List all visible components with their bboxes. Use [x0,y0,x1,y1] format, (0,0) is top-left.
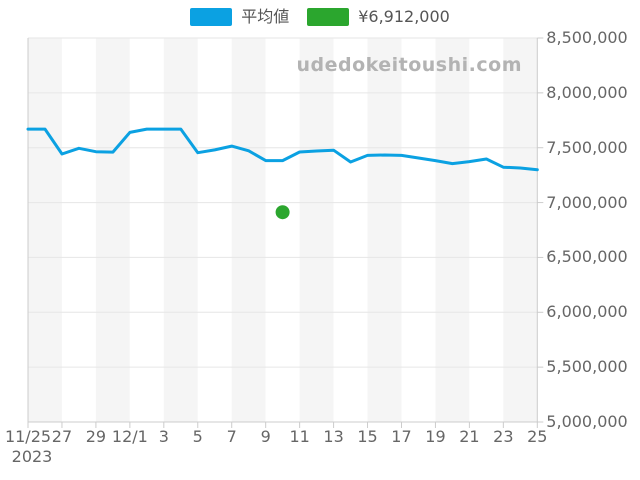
y-tick-label: 7,000,000 [546,192,628,212]
legend-label-sale-price: ¥6,912,000 [358,7,450,26]
x-tick-label: 21 [459,427,480,446]
y-tick-label: 7,500,000 [546,137,628,157]
y-tick-label: 5,000,000 [546,412,628,431]
watermark: udedokeitoushi.com [296,54,522,76]
x-tick-label: 3 [158,427,169,446]
y-tick-label: 8,000,000 [546,82,628,102]
legend-item-average[interactable]: 平均値 [190,8,289,26]
x-tick-label: 9 [260,427,271,446]
legend-item-sale-price[interactable]: ¥6,912,000 [307,8,450,26]
x-tick-label: 23 [493,427,514,446]
x-tick-label: 27 [51,427,73,446]
x-tick-label: 13 [323,427,344,446]
y-tick-label: 5,500,000 [546,357,628,377]
x-tick-label: 5 [192,427,203,446]
x-tick-label: 25 [527,427,548,446]
x-tick-label: 12/1 [111,427,148,446]
y-tick-label: 6,000,000 [546,302,628,322]
x-tick-label: 29 [85,427,107,446]
x-tick-label: 15 [357,427,378,446]
chart-legend: 平均値 ¥6,912,000 [0,6,640,28]
x-tick-label: 11 [289,427,310,446]
y-tick-label: 6,500,000 [546,247,628,267]
x-tick-label: 7 [226,427,237,446]
legend-swatch-average-icon [190,8,233,26]
legend-swatch-sale-price-icon [307,8,350,26]
x-axis-year-label: 2023 [11,447,53,466]
legend-label-average: 平均値 [241,7,290,26]
y-tick-label: 8,500,000 [546,28,628,47]
x-tick-label: 19 [425,427,446,446]
x-tick-label: 11/25 [4,427,52,446]
x-tick-label: 17 [391,427,412,446]
